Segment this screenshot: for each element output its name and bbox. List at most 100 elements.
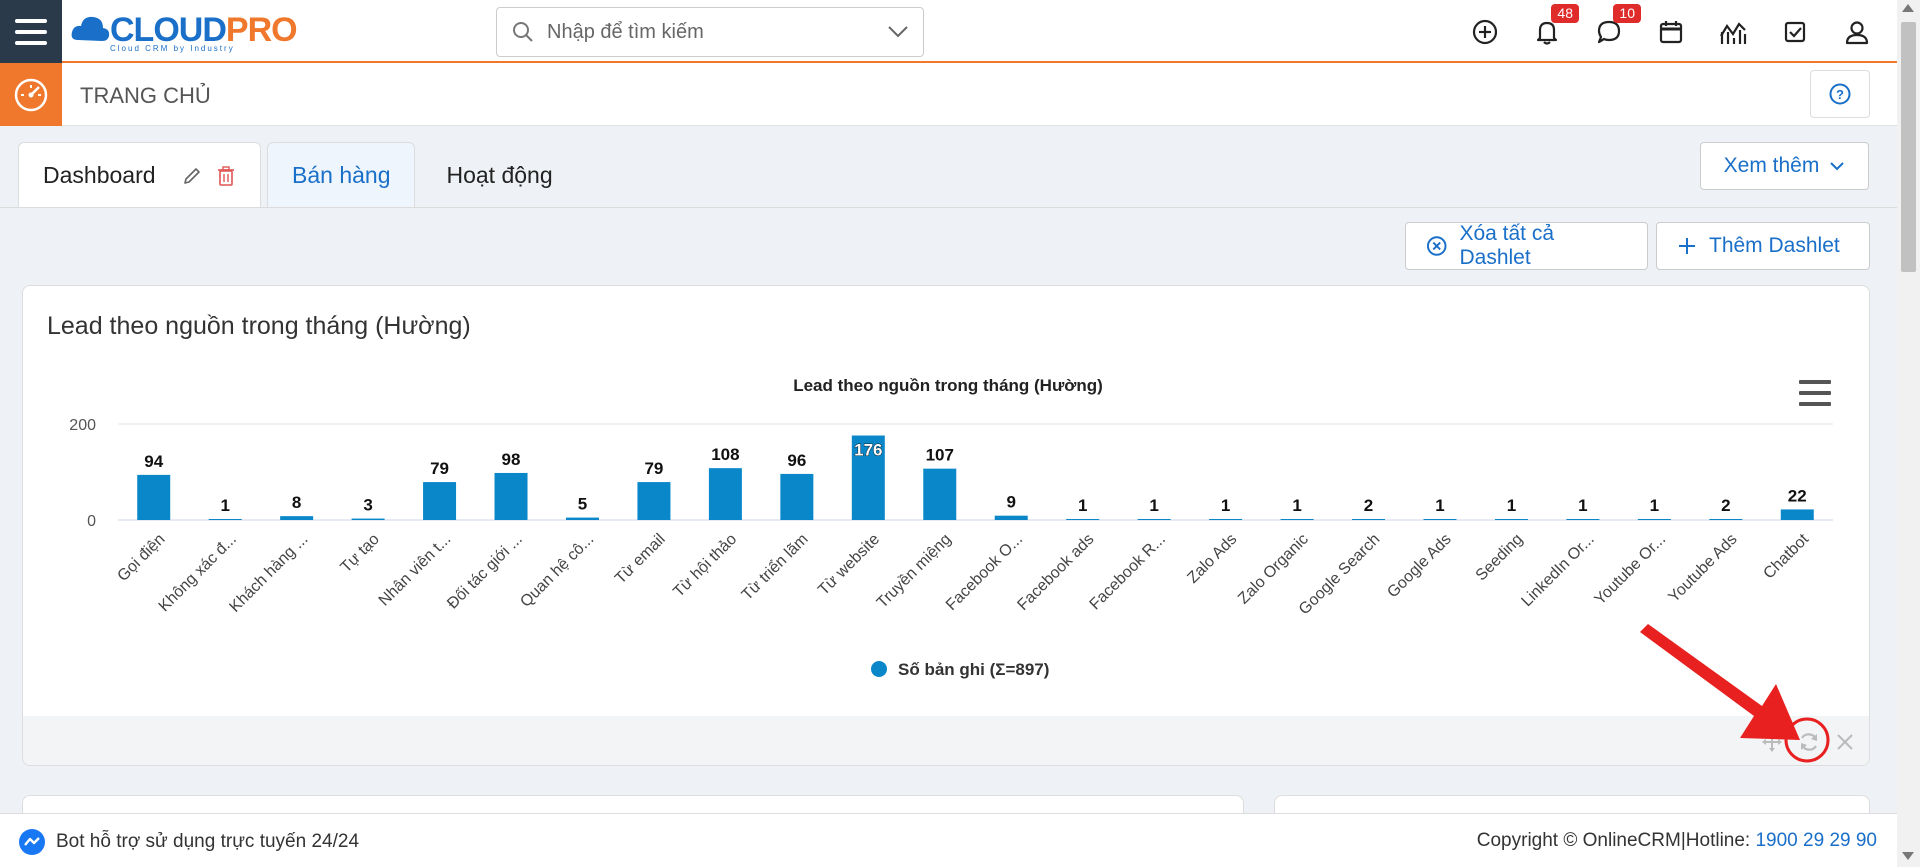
- chart-bar[interactable]: [1637, 519, 1671, 520]
- speedometer-icon: [14, 78, 48, 111]
- chart-bar[interactable]: [137, 474, 171, 520]
- chart-bar[interactable]: [423, 482, 457, 520]
- data-label: 108: [711, 445, 739, 464]
- user-icon: [1845, 20, 1869, 44]
- dashlet-title: Lead theo nguồn trong tháng (Hường): [47, 312, 471, 340]
- trash-icon[interactable]: [216, 165, 236, 187]
- chart-bar[interactable]: [208, 519, 242, 520]
- x-tick-label: Youtube Ads: [1665, 531, 1740, 606]
- chart-bar[interactable]: [1494, 519, 1528, 520]
- x-tick-label: LinkedIn Or...: [1518, 531, 1597, 610]
- help-button[interactable]: ?: [1810, 70, 1870, 118]
- calendar-button[interactable]: [1653, 14, 1689, 50]
- notifications-button[interactable]: 48: [1529, 3, 1579, 50]
- chatbot-support-link[interactable]: Bot hỗ trợ sử dụng trực tuyến 24/24: [18, 828, 359, 856]
- x-tick-label: Zalo Ads: [1184, 531, 1240, 587]
- x-tick-label: Truyền miệng: [874, 531, 955, 612]
- chart-bar[interactable]: [1709, 519, 1743, 520]
- menu-line: [15, 29, 47, 34]
- scrollbar-thumb[interactable]: [1901, 22, 1916, 272]
- chart-bar[interactable]: [1352, 519, 1386, 520]
- tasks-button[interactable]: [1777, 14, 1813, 50]
- add-dashlet-button[interactable]: Thêm Dashlet: [1656, 222, 1870, 270]
- chart-bar[interactable]: [494, 472, 528, 520]
- data-label: 79: [644, 459, 663, 478]
- cloudpro-logo[interactable]: CLOUDPRO Cloud CRM by Industry: [70, 4, 298, 56]
- menu-line: [1799, 402, 1831, 406]
- logo-tagline: Cloud CRM by Industry: [110, 44, 235, 53]
- move-icon[interactable]: [1761, 731, 1783, 753]
- data-label: 1: [1507, 496, 1516, 515]
- chart-bar[interactable]: [1423, 519, 1457, 520]
- chart-bar[interactable]: [280, 516, 314, 520]
- legend-label[interactable]: Số bản ghi (Σ=897): [898, 660, 1049, 679]
- hotline-label: Hotline:: [1685, 830, 1756, 851]
- tab-label: Dashboard: [43, 162, 156, 188]
- chart-bar[interactable]: [351, 518, 385, 520]
- copyright-text: Copyright © OnlineCRM: [1476, 830, 1681, 851]
- data-label: 1: [220, 496, 229, 515]
- chart-bar[interactable]: [1066, 519, 1100, 520]
- chart-bar[interactable]: [1566, 519, 1600, 520]
- x-tick-label: Facebook ads: [1014, 531, 1097, 614]
- global-search[interactable]: [496, 7, 924, 57]
- hotline-link[interactable]: 1900 29 29 90: [1755, 830, 1877, 851]
- data-label: 1: [1149, 496, 1158, 515]
- messages-button[interactable]: 10: [1591, 3, 1641, 50]
- calendar-icon: [1659, 20, 1683, 43]
- x-tick-label: Zalo Organic: [1235, 531, 1312, 608]
- legend-marker[interactable]: [871, 661, 887, 677]
- scroll-up-arrow[interactable]: [1902, 4, 1914, 12]
- chart-bar[interactable]: [565, 517, 599, 520]
- tab-hoat-dong[interactable]: Hoạt động: [446, 162, 553, 188]
- chart-bar[interactable]: [1209, 519, 1243, 520]
- dashlet-card: Lead theo nguồn trong tháng (Hường) Lead…: [22, 285, 1870, 766]
- clear-all-dashlets-button[interactable]: Xóa tất cả Dashlet: [1405, 222, 1648, 270]
- chart-bar[interactable]: [1137, 519, 1171, 520]
- data-label: 5: [578, 495, 587, 514]
- menu-line: [15, 40, 47, 45]
- svg-text:?: ?: [1836, 87, 1844, 102]
- chart-bar[interactable]: [637, 482, 671, 520]
- close-icon[interactable]: [1835, 732, 1855, 752]
- chart-bar[interactable]: [851, 435, 885, 520]
- search-input[interactable]: [547, 20, 887, 44]
- add-button[interactable]: [1467, 14, 1503, 50]
- chart-bar[interactable]: [780, 473, 814, 520]
- hamburger-menu-button[interactable]: [0, 0, 62, 63]
- data-label: 9: [1006, 493, 1015, 512]
- page-scrollbar[interactable]: [1897, 0, 1920, 867]
- chart-bar[interactable]: [1780, 509, 1814, 520]
- dashboard-home-button[interactable]: [0, 63, 62, 126]
- scroll-down-arrow[interactable]: [1902, 852, 1914, 860]
- x-tick-label: Chatbot: [1760, 530, 1812, 582]
- chevron-down-icon: [1830, 162, 1845, 171]
- x-tick-label: Quan hệ cô...: [517, 531, 597, 611]
- tab-ban-hang[interactable]: Bán hàng: [267, 142, 416, 208]
- data-label: 1: [1578, 496, 1587, 515]
- data-label: 96: [787, 451, 806, 470]
- data-label: 1: [1292, 496, 1301, 515]
- x-tick-label: Facebook R...: [1087, 531, 1169, 613]
- chart-bar[interactable]: [923, 468, 957, 520]
- chart-bar[interactable]: [994, 515, 1028, 520]
- edit-pencil-icon[interactable]: [182, 166, 202, 186]
- chart-bar[interactable]: [708, 468, 742, 520]
- tabs-divider: [0, 207, 1897, 208]
- chart-line-icon: [1720, 21, 1747, 44]
- close-circle-icon: [1426, 236, 1447, 256]
- x-tick-label: Tự tạo: [338, 531, 383, 576]
- more-tabs-dropdown[interactable]: Xem thêm: [1700, 142, 1869, 190]
- chart-bar[interactable]: [1280, 519, 1314, 520]
- data-label: 107: [926, 446, 954, 465]
- tab-dashboard[interactable]: Dashboard: [18, 142, 261, 208]
- data-label: 176: [854, 441, 882, 460]
- reports-button[interactable]: [1715, 14, 1751, 50]
- data-label: 94: [144, 452, 163, 471]
- user-profile-button[interactable]: [1839, 14, 1875, 50]
- refresh-icon[interactable]: [1797, 730, 1821, 754]
- x-tick-label: Từ email: [612, 531, 669, 588]
- chart-options-menu-button[interactable]: [1799, 380, 1831, 406]
- chevron-down-icon[interactable]: [887, 25, 909, 39]
- bar-chart: Lead theo nguồn trong tháng (Hường) 0 200…: [69, 376, 1833, 679]
